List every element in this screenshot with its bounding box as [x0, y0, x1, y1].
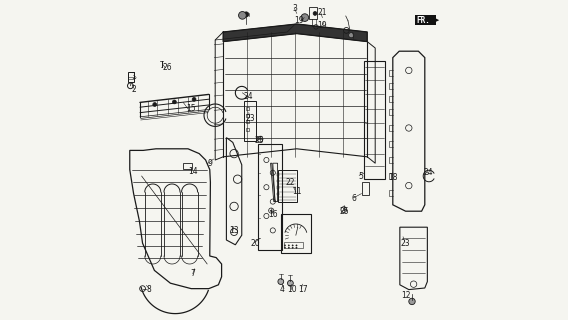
Text: 21: 21 — [317, 8, 327, 17]
Text: 4: 4 — [280, 285, 285, 294]
Text: 19: 19 — [295, 16, 304, 25]
Text: 22: 22 — [286, 178, 295, 187]
Circle shape — [349, 33, 354, 38]
Circle shape — [301, 14, 308, 21]
Text: 2: 2 — [131, 85, 136, 94]
Text: 19: 19 — [318, 21, 327, 30]
Text: 17: 17 — [298, 285, 308, 294]
Text: 23: 23 — [401, 239, 411, 248]
Circle shape — [192, 97, 196, 101]
Text: 15: 15 — [186, 104, 196, 113]
Circle shape — [288, 245, 290, 246]
Text: 24: 24 — [423, 168, 433, 177]
Text: 11: 11 — [292, 188, 302, 196]
Circle shape — [296, 247, 297, 248]
Text: 8: 8 — [147, 285, 151, 294]
Text: 1: 1 — [131, 72, 136, 81]
Text: 26: 26 — [162, 63, 172, 72]
Circle shape — [285, 247, 286, 248]
Circle shape — [313, 12, 317, 15]
Text: 16: 16 — [268, 210, 278, 219]
Text: 23: 23 — [245, 114, 255, 123]
Text: 5: 5 — [358, 172, 364, 180]
Text: 7: 7 — [190, 269, 195, 278]
Text: 13: 13 — [229, 226, 239, 235]
Polygon shape — [432, 17, 439, 24]
Circle shape — [288, 247, 290, 248]
Circle shape — [287, 280, 293, 286]
Circle shape — [292, 245, 293, 246]
Circle shape — [409, 298, 415, 305]
Circle shape — [296, 245, 297, 246]
Text: FR.: FR. — [416, 16, 430, 25]
Circle shape — [153, 103, 157, 107]
Polygon shape — [415, 15, 436, 25]
Text: 3: 3 — [293, 4, 298, 12]
Circle shape — [173, 100, 176, 104]
Circle shape — [285, 245, 286, 246]
Text: 6: 6 — [352, 194, 357, 203]
Circle shape — [292, 247, 293, 248]
Text: 10: 10 — [287, 285, 297, 294]
Text: 20: 20 — [250, 239, 260, 248]
Text: 12: 12 — [401, 292, 410, 300]
Text: 25: 25 — [254, 136, 264, 145]
Text: 9: 9 — [207, 159, 212, 168]
Circle shape — [244, 12, 249, 17]
Text: 24: 24 — [243, 92, 253, 100]
Circle shape — [239, 12, 247, 19]
Text: 14: 14 — [188, 167, 198, 176]
Polygon shape — [223, 24, 367, 42]
Text: 25: 25 — [340, 207, 350, 216]
Circle shape — [278, 279, 283, 284]
Text: 18: 18 — [388, 173, 398, 182]
